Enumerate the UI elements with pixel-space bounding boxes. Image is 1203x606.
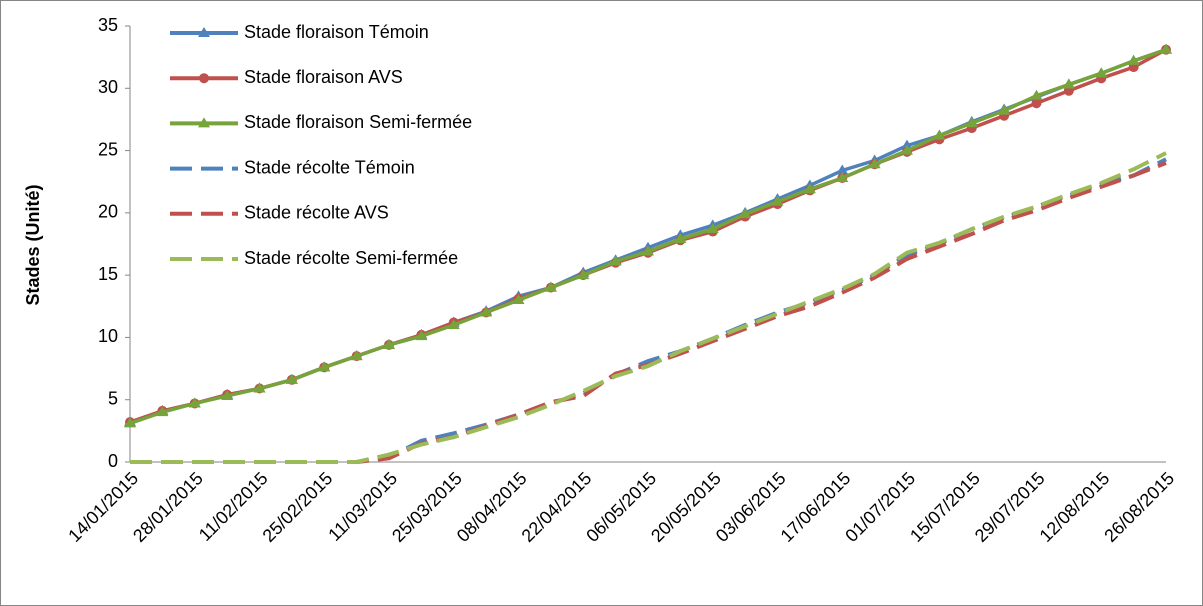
legend-label: Stade floraison Témoin: [244, 22, 429, 42]
y-tick-label: 35: [98, 15, 118, 35]
y-tick-label: 10: [98, 326, 118, 346]
y-tick-label: 15: [98, 264, 118, 284]
point: [124, 417, 136, 428]
point: [156, 406, 169, 417]
series: [130, 151, 1167, 464]
point: [836, 164, 849, 175]
legend-marker: [199, 73, 209, 84]
point: [771, 195, 784, 206]
y-axis-label: Stades (Unité): [23, 184, 43, 305]
point: [577, 269, 590, 280]
point: [512, 294, 525, 305]
point: [803, 183, 816, 194]
legend-label: Stade floraison Semi-fermée: [244, 112, 472, 132]
y-tick-label: 20: [98, 202, 118, 222]
point: [350, 350, 363, 361]
y-tick-label: 0: [108, 451, 118, 471]
point: [415, 330, 428, 341]
legend-label: Stade récolte AVS: [244, 203, 389, 223]
point: [1127, 54, 1140, 65]
point: [1030, 89, 1043, 100]
legend-marker: [198, 27, 210, 37]
point: [739, 208, 752, 219]
point: [285, 373, 298, 384]
point: [642, 245, 654, 256]
y-tick-label: 25: [98, 139, 118, 159]
point: [1031, 98, 1042, 109]
point: [1062, 78, 1075, 89]
legend-marker: [198, 117, 210, 128]
legend-label: Stade floraison AVS: [244, 67, 403, 87]
point: [221, 389, 234, 400]
point: [1160, 43, 1172, 54]
point: [447, 318, 460, 329]
point: [868, 158, 881, 169]
point: [836, 171, 849, 182]
point: [965, 117, 978, 128]
series: [124, 43, 1172, 428]
point: [1095, 67, 1108, 78]
point: [674, 233, 687, 244]
point: [998, 104, 1011, 115]
point: [383, 338, 395, 349]
line: [130, 151, 1167, 464]
legend-label: Stade récolte Semi-fermée: [244, 248, 458, 268]
point: [933, 129, 946, 140]
point: [901, 144, 913, 155]
point: [188, 397, 201, 408]
point: [609, 255, 622, 266]
legend-label: Stade récolte Témoin: [244, 157, 415, 177]
y-tick-label: 30: [98, 77, 118, 97]
point: [318, 361, 331, 372]
point: [544, 281, 557, 292]
y-tick-label: 5: [108, 388, 118, 408]
point: [480, 306, 493, 317]
point: [706, 223, 719, 234]
point: [253, 382, 266, 393]
